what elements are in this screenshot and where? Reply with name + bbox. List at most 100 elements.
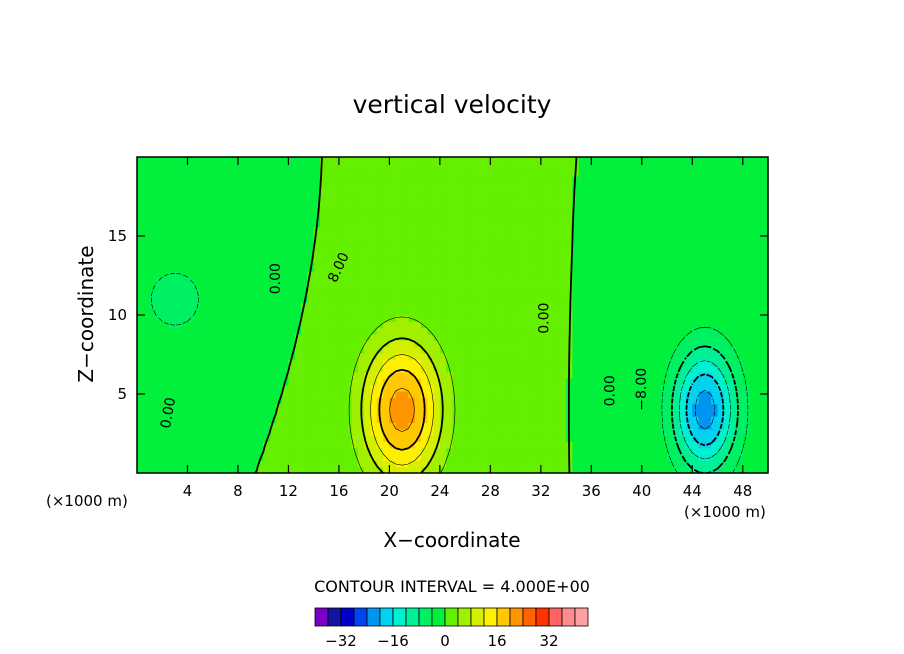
heatmap-cell	[332, 409, 340, 417]
heatmap-cell	[294, 460, 302, 468]
heatmap-cell	[168, 315, 176, 322]
heatmap-cell	[679, 384, 687, 392]
heatmap-cell	[326, 365, 334, 373]
heatmap-cell	[717, 371, 725, 379]
heatmap-cell	[357, 296, 365, 303]
heatmap-cell	[502, 226, 510, 234]
heatmap-cell	[168, 283, 176, 291]
heatmap-cell	[212, 251, 220, 259]
heatmap-cell	[521, 302, 529, 310]
heatmap-cell	[332, 163, 340, 171]
heatmap-cell	[730, 308, 738, 316]
heatmap-cell	[730, 270, 738, 278]
heatmap-cell	[509, 371, 517, 379]
heatmap-cell	[528, 258, 536, 266]
heatmap-cell	[174, 194, 182, 202]
heatmap-cell	[673, 403, 681, 411]
heatmap-cell	[742, 226, 750, 234]
heatmap-cell	[307, 182, 315, 190]
heatmap-cell	[439, 384, 447, 392]
heatmap-cell	[250, 169, 258, 177]
heatmap-cell	[635, 435, 643, 442]
heatmap-cell	[629, 207, 637, 215]
heatmap-cell	[187, 346, 195, 354]
heatmap-cell	[452, 175, 460, 183]
heatmap-cell	[597, 378, 605, 386]
heatmap-cell	[629, 466, 637, 474]
heatmap-cell	[578, 175, 586, 183]
heatmap-cell	[212, 371, 220, 379]
heatmap-cell	[603, 251, 611, 259]
heatmap-cell	[376, 182, 384, 190]
heatmap-cell	[206, 352, 214, 360]
heatmap-cell	[603, 283, 611, 291]
heatmap-cell	[162, 188, 170, 196]
heatmap-cell	[755, 283, 763, 291]
heatmap-cell	[610, 466, 618, 474]
heatmap-cell	[143, 213, 151, 221]
heatmap-cell	[458, 220, 466, 228]
heatmap-cell	[471, 163, 479, 171]
heatmap-cell	[282, 441, 290, 449]
heatmap-cell	[149, 270, 157, 278]
heatmap-cell	[496, 175, 504, 183]
heatmap-cell	[162, 384, 170, 392]
heatmap-cell	[465, 270, 473, 278]
heatmap-cell	[591, 251, 599, 259]
heatmap-cell	[414, 302, 422, 310]
heatmap-cell	[521, 220, 529, 228]
heatmap-cell	[174, 371, 182, 379]
heatmap-cell	[717, 188, 725, 196]
heatmap-cell	[269, 403, 277, 411]
heatmap-cell	[496, 289, 504, 297]
heatmap-cell	[629, 403, 637, 411]
heatmap-cell	[585, 359, 592, 367]
heatmap-cell	[256, 321, 264, 329]
heatmap-cell	[660, 169, 668, 177]
heatmap-cell	[704, 409, 712, 417]
heatmap-cell	[137, 264, 144, 272]
heatmap-cell	[717, 213, 725, 221]
heatmap-cell	[219, 346, 226, 354]
heatmap-cell	[553, 466, 561, 474]
heatmap-cell	[540, 245, 548, 253]
heatmap-cell	[749, 466, 756, 474]
heatmap-cell	[395, 308, 403, 316]
heatmap-cell	[673, 333, 681, 341]
heatmap-cell	[484, 169, 491, 177]
heatmap-cell	[547, 454, 555, 461]
heatmap-cell	[742, 232, 750, 240]
heatmap-cell	[193, 416, 201, 424]
heatmap-cell	[717, 435, 725, 442]
heatmap-cell	[742, 435, 750, 442]
heatmap-cell	[452, 169, 460, 177]
heatmap-cell	[420, 378, 428, 386]
heatmap-cell	[162, 454, 170, 461]
heatmap-cell	[313, 365, 321, 373]
heatmap-cell	[679, 403, 687, 411]
heatmap-cell	[338, 327, 346, 335]
heatmap-cell	[181, 289, 189, 297]
heatmap-cell	[534, 182, 542, 190]
heatmap-cell	[307, 416, 315, 424]
heatmap-cell	[269, 283, 277, 291]
heatmap-cell	[301, 359, 308, 367]
heatmap-cell	[376, 454, 384, 461]
heatmap-cell	[553, 258, 561, 266]
heatmap-cell	[603, 378, 611, 386]
heatmap-cell	[547, 163, 555, 171]
heatmap-cell	[622, 416, 630, 424]
heatmap-cell	[603, 157, 611, 164]
heatmap-cell	[515, 157, 523, 164]
heatmap-cell	[648, 296, 656, 303]
heatmap-cell	[357, 163, 365, 171]
heatmap-cell	[761, 283, 769, 291]
heatmap-cell	[307, 226, 315, 234]
heatmap-cell	[635, 327, 643, 335]
heatmap-cell	[357, 454, 365, 461]
heatmap-cell	[585, 428, 592, 436]
heatmap-cell	[742, 352, 750, 360]
heatmap-cell	[212, 201, 220, 209]
heatmap-cell	[553, 302, 561, 310]
heatmap-cell	[244, 220, 252, 228]
